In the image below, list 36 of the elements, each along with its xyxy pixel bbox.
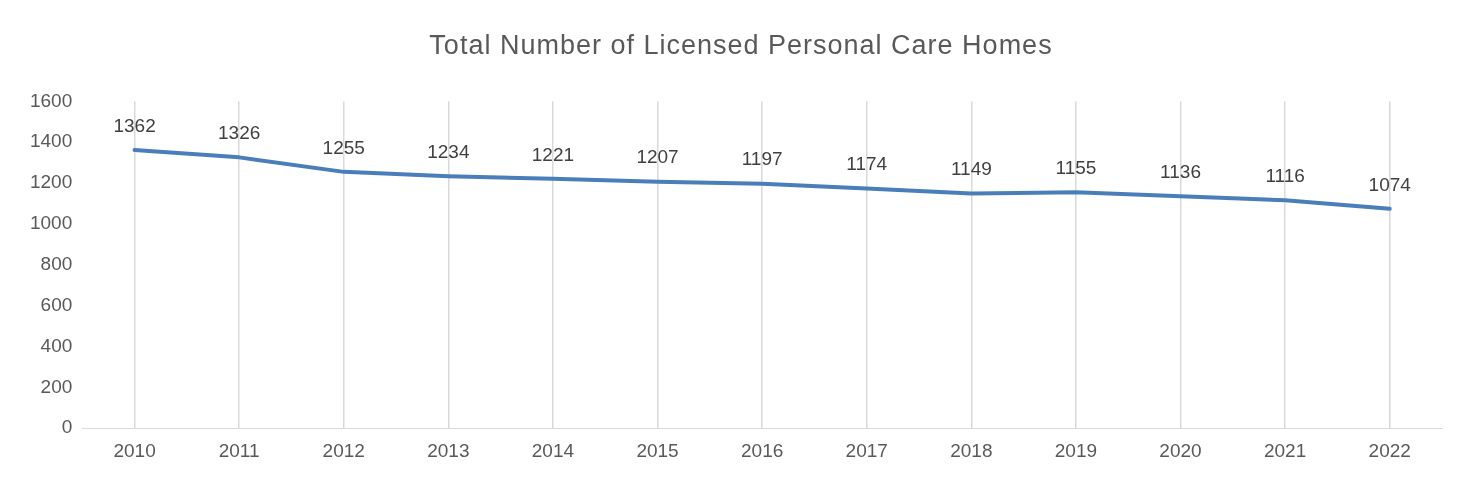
x-tick-label: 2018 bbox=[950, 439, 993, 461]
y-tick-label: 600 bbox=[40, 293, 73, 315]
x-tick-label: 2016 bbox=[740, 439, 784, 461]
x-tick-label: 2011 bbox=[218, 439, 260, 461]
data-label: 1207 bbox=[636, 146, 679, 168]
x-tick-label: 2013 bbox=[427, 439, 470, 461]
chart-title: Total Number of Licensed Personal Care Homes bbox=[428, 30, 1054, 61]
x-tick-label: 2019 bbox=[1054, 439, 1098, 461]
data-label: 1197 bbox=[741, 148, 783, 170]
y-tick-label: 1200 bbox=[29, 171, 73, 193]
data-label: 1155 bbox=[1055, 157, 1097, 179]
x-tick-label: 2014 bbox=[531, 439, 575, 461]
y-tick-label: 200 bbox=[40, 375, 73, 397]
data-label: 1174 bbox=[846, 153, 888, 175]
y-tick-label: 800 bbox=[40, 253, 73, 275]
data-label: 1362 bbox=[113, 114, 156, 136]
y-tick-label: 0 bbox=[61, 416, 73, 438]
y-tick-label: 400 bbox=[40, 334, 73, 356]
data-label: 1149 bbox=[950, 158, 992, 180]
data-label: 1116 bbox=[1265, 164, 1305, 186]
x-tick-label: 2012 bbox=[322, 439, 365, 461]
data-label: 1255 bbox=[322, 136, 365, 158]
x-tick-label: 2017 bbox=[845, 439, 888, 461]
x-tick-label: 2010 bbox=[113, 439, 156, 461]
x-tick-label: 2022 bbox=[1368, 439, 1411, 461]
y-tick-label: 1600 bbox=[29, 89, 73, 111]
x-tick-label: 2021 bbox=[1263, 439, 1307, 461]
data-label: 1326 bbox=[218, 122, 261, 144]
data-label: 1136 bbox=[1160, 160, 1201, 182]
x-tick-label: 2020 bbox=[1159, 439, 1202, 461]
data-label: 1234 bbox=[427, 140, 470, 162]
x-tick-label: 2015 bbox=[636, 439, 679, 461]
y-tick-label: 1000 bbox=[29, 212, 73, 234]
data-label: 1074 bbox=[1368, 173, 1412, 195]
y-tick-label: 1400 bbox=[29, 130, 73, 152]
data-label: 1221 bbox=[531, 143, 575, 165]
